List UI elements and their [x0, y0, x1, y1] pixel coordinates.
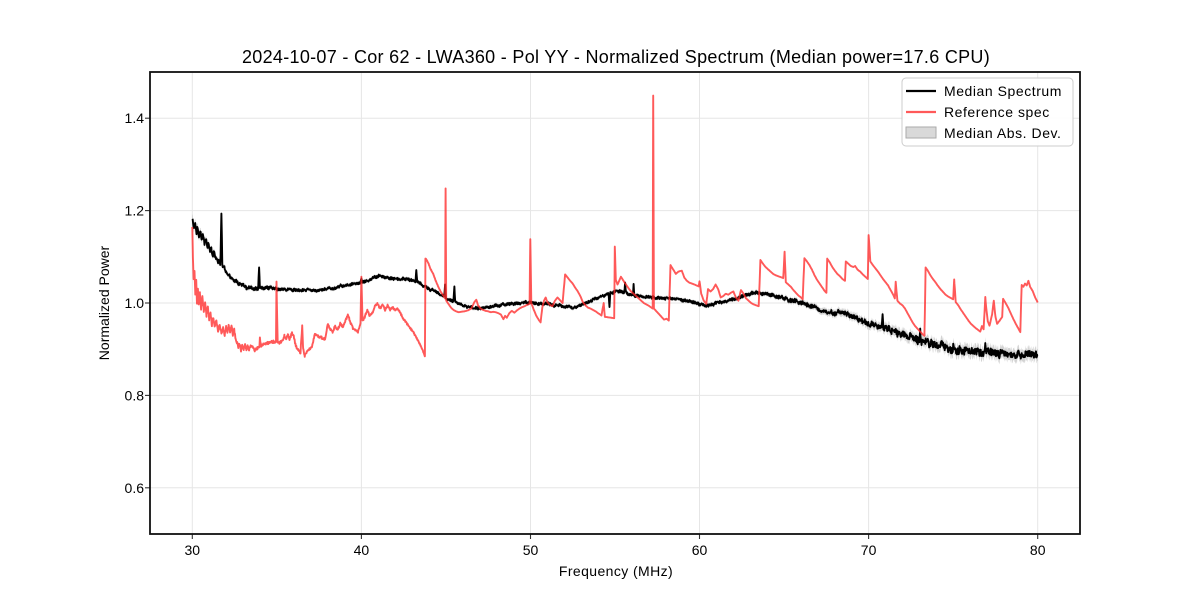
svg-text:30: 30	[185, 542, 201, 558]
svg-text:2024-10-07 - Cor 62 - LWA360 -: 2024-10-07 - Cor 62 - LWA360 - Pol YY - …	[242, 47, 990, 67]
svg-text:70: 70	[861, 542, 877, 558]
svg-text:1.0: 1.0	[125, 295, 145, 311]
svg-text:Normalized Power: Normalized Power	[96, 245, 112, 360]
svg-text:40: 40	[354, 542, 370, 558]
svg-text:Median Spectrum: Median Spectrum	[944, 83, 1062, 99]
svg-text:50: 50	[523, 542, 539, 558]
svg-text:80: 80	[1030, 542, 1046, 558]
svg-text:0.6: 0.6	[125, 480, 145, 496]
svg-text:60: 60	[692, 542, 708, 558]
svg-text:Frequency (MHz): Frequency (MHz)	[559, 563, 673, 579]
svg-text:Median Abs. Dev.: Median Abs. Dev.	[944, 125, 1061, 141]
svg-text:1.4: 1.4	[125, 110, 145, 126]
svg-text:Reference spec: Reference spec	[944, 104, 1050, 120]
svg-text:1.2: 1.2	[125, 203, 145, 219]
svg-text:0.8: 0.8	[125, 387, 145, 403]
